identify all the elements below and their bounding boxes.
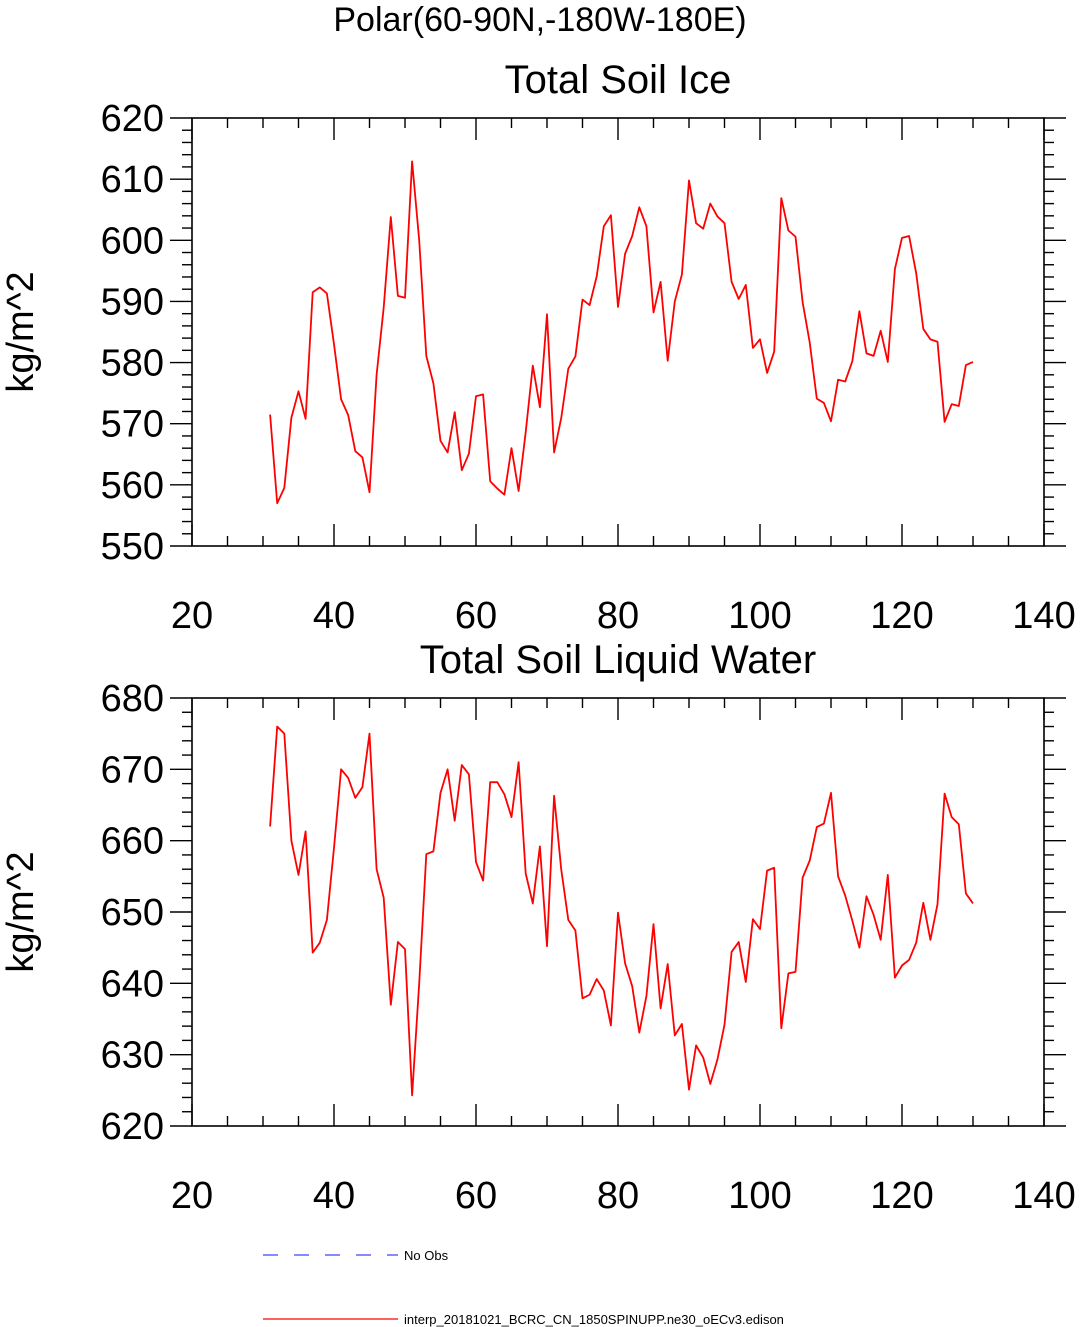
chart-title: Total Soil Ice [505, 58, 732, 102]
x-tick-label: 140 [1012, 1175, 1075, 1217]
y-axis-label: kg/m^2 [0, 851, 42, 972]
chart-title: Total Soil Liquid Water [420, 638, 816, 682]
legend-label-model: interp_20181021_BCRC_CN_1850SPINUPP.ne30… [404, 1312, 784, 1327]
y-tick-label: 650 [101, 892, 164, 934]
y-tick-label: 680 [101, 678, 164, 720]
y-tick-label: 640 [101, 963, 164, 1005]
y-tick-label: 620 [101, 1106, 164, 1148]
series-line [269, 725, 974, 1097]
y-tick-label: 580 [101, 343, 164, 385]
y-tick-label: 570 [101, 404, 164, 446]
y-tick-label: 550 [101, 526, 164, 568]
x-tick-label: 120 [870, 595, 933, 637]
x-tick-label: 120 [870, 1175, 933, 1217]
x-tick-label: 60 [455, 595, 497, 637]
plot-frame [191, 117, 1045, 547]
x-tick-label: 80 [597, 595, 639, 637]
legend-label-no-obs: No Obs [404, 1248, 449, 1263]
x-tick-label: 20 [171, 595, 213, 637]
x-tick-label: 20 [171, 1175, 213, 1217]
y-tick-label: 590 [101, 281, 164, 323]
y-tick-label: 660 [101, 821, 164, 863]
x-tick-label: 100 [728, 1175, 791, 1217]
y-tick-label: 560 [101, 465, 164, 507]
figure-suptitle: Polar(60-90N,-180W-180E) [333, 1, 746, 39]
x-tick-label: 140 [1012, 595, 1075, 637]
y-tick-label: 620 [101, 98, 164, 140]
x-tick-label: 100 [728, 595, 791, 637]
chart-total-soil-ice: Total Soil Ice kg/m^2 20 40 60 80 100 120 140 550… [0, 58, 1076, 637]
legend: No Obs interp_20181021_BCRC_CN_1850SPINU… [263, 1248, 784, 1327]
x-tick-label: 60 [455, 1175, 497, 1217]
y-tick-label: 600 [101, 220, 164, 262]
series-line [269, 160, 974, 505]
x-tick-label: 40 [313, 1175, 355, 1217]
chart-total-soil-liquid-water: Total Soil Liquid Water kg/m^2 20 40 60 80 100… [0, 638, 1076, 1217]
y-tick-label: 630 [101, 1035, 164, 1077]
y-tick-label: 670 [101, 749, 164, 791]
y-tick-label: 610 [101, 159, 164, 201]
x-tick-label: 40 [313, 595, 355, 637]
y-axis-label: kg/m^2 [0, 271, 42, 392]
x-tick-label: 80 [597, 1175, 639, 1217]
